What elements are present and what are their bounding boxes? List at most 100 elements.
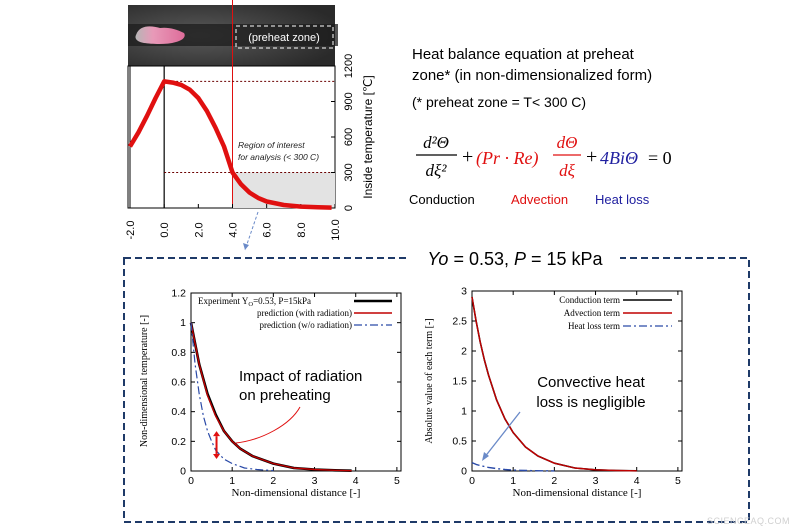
panel-title: Yo = 0.53, P = 15 kPa bbox=[427, 249, 603, 269]
right-x-tick-label: 2 bbox=[551, 475, 557, 487]
top-x-tick-label: 10.0 bbox=[330, 219, 342, 240]
top-y-tick-label: 600 bbox=[343, 128, 355, 146]
legend-heatloss-term: Heat loss term bbox=[568, 321, 620, 331]
legend-with-radiation: prediction (with radiation) bbox=[257, 308, 352, 318]
right-x-tick-label: 0 bbox=[469, 475, 475, 487]
equation-block: Heat balance equation at preheat zone* (… bbox=[409, 46, 672, 207]
plus-sign-2: + bbox=[586, 146, 597, 168]
region-note-line2: for analysis (< 300 C) bbox=[238, 152, 319, 162]
top-x-tick-label: 2.0 bbox=[193, 222, 205, 237]
results-panel: Yo = 0.53, P = 15 kPa bbox=[123, 246, 750, 523]
panel-title-backdrop bbox=[410, 246, 620, 270]
left-series-line-1 bbox=[190, 322, 352, 472]
left-y-tick-label: 1.2 bbox=[171, 288, 186, 300]
left-series bbox=[189, 322, 352, 472]
left-annotation-line1: Impact of radiation bbox=[239, 368, 362, 385]
right-x-tick-label: 3 bbox=[593, 475, 599, 487]
right-annotation-line2: loss is negligible bbox=[536, 394, 645, 411]
left-annotation-line2: on preheating bbox=[239, 387, 331, 404]
heatloss-label: Heat loss bbox=[595, 192, 650, 207]
advection-coefficient: (Pr · Re) bbox=[476, 148, 538, 169]
watermark: SCIENCEAQ.COM bbox=[707, 516, 790, 526]
panel-title-yo: Yo bbox=[427, 249, 448, 269]
heatloss-callout-head bbox=[482, 452, 489, 461]
left-legend: Experiment YO=0.53, P=15kPa prediction (… bbox=[198, 296, 392, 330]
top-y-tick-label: 0 bbox=[343, 205, 355, 211]
top-x-tick-label: 0.0 bbox=[159, 222, 171, 237]
right-y-tick-label: 2 bbox=[461, 346, 467, 358]
advection-numerator: dΘ bbox=[557, 133, 578, 152]
top-y-tick-label: 300 bbox=[343, 163, 355, 181]
right-y-tick-label: 0.5 bbox=[452, 436, 467, 448]
plus-sign-1: + bbox=[462, 146, 473, 168]
right-legend: Conduction term Advection term Heat loss… bbox=[559, 295, 672, 331]
left-y-tick-label: 0.8 bbox=[171, 347, 186, 359]
conduction-label: Conduction bbox=[409, 192, 475, 207]
left-ylabel: Non-dimensional temperature [-] bbox=[139, 315, 150, 447]
right-series bbox=[471, 296, 637, 472]
left-x-tick-label: 3 bbox=[312, 475, 318, 487]
conduction-numerator: d²Θ bbox=[423, 133, 449, 152]
left-x-tick-label: 0 bbox=[188, 475, 194, 487]
callout-arrow-head bbox=[243, 243, 249, 250]
left-x-tick-label: 1 bbox=[229, 475, 235, 487]
equation-heading-line2: zone* (in non-dimensionalized form) bbox=[412, 67, 652, 84]
top-x-ticks: -2.0 0.0 2.0 4.0 6.0 8.0 10.0 bbox=[125, 204, 342, 241]
advection-label: Advection bbox=[511, 192, 568, 207]
equation-rhs: = 0 bbox=[648, 148, 672, 168]
left-y-tick-label: 0.6 bbox=[171, 377, 186, 389]
right-y-tick-label: 3 bbox=[461, 286, 467, 298]
right-plot-frame bbox=[471, 290, 683, 472]
right-series-line-1 bbox=[471, 296, 637, 472]
panel-title-p-value: = 15 kPa bbox=[526, 249, 604, 269]
right-y-tick-label: 2.5 bbox=[452, 316, 467, 328]
top-ylabel: Inside temperature [℃] bbox=[361, 75, 375, 199]
right-y-tick-label: 1.5 bbox=[452, 376, 467, 388]
left-x-tick-label: 5 bbox=[394, 475, 400, 487]
preheat-zone-box bbox=[235, 25, 334, 49]
panel-title-p: P bbox=[514, 249, 526, 269]
right-ylabel: Absolute value of each term [-] bbox=[424, 318, 435, 443]
region-note-line1: Region of interest bbox=[238, 140, 305, 150]
left-x-tick-label: 2 bbox=[270, 475, 276, 487]
left-temperature-profile-chart: 0 1 2 3 4 5 0 0.2 0.4 0.6 0.8 1 1.2 Experiment YO=0.… bbox=[139, 288, 402, 499]
top-x-tick-label: -2.0 bbox=[125, 221, 137, 240]
top-y-ticks: 0 300 600 900 1200 bbox=[331, 54, 355, 211]
legend-advection-term: Advection term bbox=[564, 308, 620, 318]
conduction-denominator: dξ² bbox=[426, 161, 448, 180]
top-x-tick-label: 6.0 bbox=[262, 222, 274, 237]
top-reference-lines bbox=[129, 0, 335, 208]
right-term-magnitude-chart: 0 1 2 3 4 5 0 0.5 1 1.5 2 2.5 3 Conduction term Adve… bbox=[424, 286, 683, 499]
top-y-tick-label: 900 bbox=[343, 92, 355, 110]
flame-glow bbox=[135, 26, 185, 44]
left-y-tick-label: 1 bbox=[180, 317, 186, 329]
top-y-tick-label: 1200 bbox=[343, 54, 355, 78]
radiation-arrow-head-up bbox=[213, 431, 221, 437]
equation-footnote: (* preheat zone = T< 300 C) bbox=[412, 94, 586, 110]
left-xlabel: Non-dimensional distance [-] bbox=[232, 487, 361, 499]
left-series-line-2 bbox=[190, 322, 274, 472]
left-y-tick-label: 0.2 bbox=[171, 436, 186, 448]
radiation-arrow-head-down bbox=[213, 453, 221, 459]
legend-experiment: Experiment YO=0.53, P=15kPa bbox=[198, 296, 311, 308]
top-x-tick-label: 8.0 bbox=[296, 222, 308, 237]
legend-experiment-rest: =0.53, P=15kPa bbox=[253, 296, 311, 306]
right-xlabel: Non-dimensional distance [-] bbox=[513, 487, 642, 499]
top-series-line-0 bbox=[128, 79, 332, 210]
panel-title-yo-value: = 0.53, bbox=[448, 249, 514, 269]
left-y-tick-label: 0 bbox=[180, 466, 186, 478]
right-annotation-line1: Convective heat bbox=[537, 374, 645, 391]
left-x-tick-label: 4 bbox=[353, 475, 359, 487]
right-y-tick-label: 1 bbox=[461, 406, 467, 418]
radiation-impact-arrow bbox=[213, 431, 221, 459]
legend-without-radiation: prediction (w/o radiation) bbox=[260, 320, 352, 330]
radiation-callout-curve bbox=[235, 406, 301, 444]
left-y-tick-label: 0.4 bbox=[171, 406, 186, 418]
preheat-zone-label: (preheat zone) bbox=[248, 32, 320, 44]
top-series bbox=[128, 79, 332, 210]
callout-arrow bbox=[244, 211, 259, 251]
right-series-line-2 bbox=[471, 461, 555, 472]
right-axis-ticks: 0 1 2 3 4 5 0 0.5 1 1.5 2 2.5 3 bbox=[452, 286, 682, 487]
right-x-tick-label: 1 bbox=[510, 475, 516, 487]
